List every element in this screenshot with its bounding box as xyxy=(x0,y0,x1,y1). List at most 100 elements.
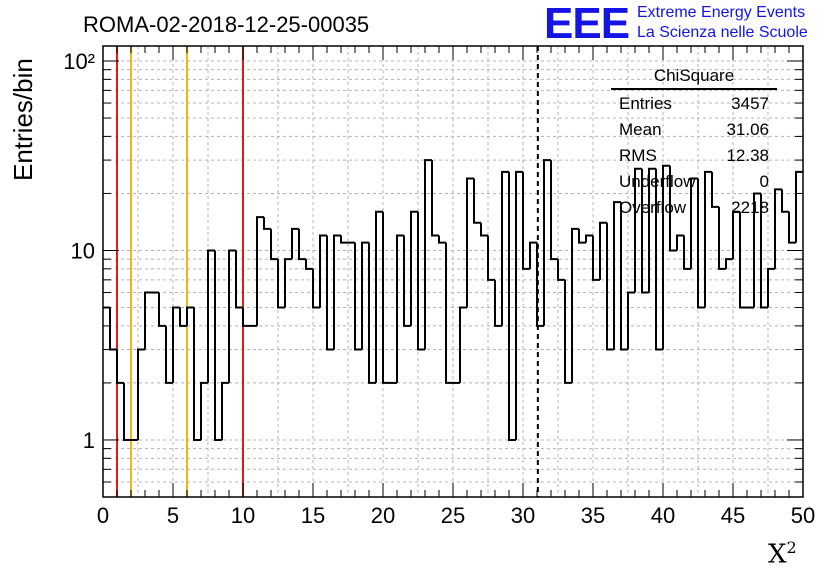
histogram-bin xyxy=(228,249,236,383)
histogram-bin xyxy=(739,211,747,309)
x-tick-label: 25 xyxy=(441,503,465,528)
histogram-bin xyxy=(760,193,768,309)
stats-title: ChiSquare xyxy=(611,66,777,90)
histogram-bin xyxy=(466,177,474,308)
stats-value: 2218 xyxy=(731,198,769,217)
eee-logo: EEE xyxy=(544,0,630,48)
histogram-bin xyxy=(564,279,572,384)
histogram-bin xyxy=(298,228,306,261)
histogram-bin xyxy=(501,170,509,326)
histogram-bin xyxy=(508,171,516,441)
histogram-bin xyxy=(200,381,208,440)
histogram-bin xyxy=(641,168,649,294)
histogram-bin xyxy=(529,241,537,269)
histogram-bin xyxy=(256,216,264,326)
histogram-bin xyxy=(396,234,404,383)
x-tick-label: 35 xyxy=(581,503,605,528)
histogram-bin xyxy=(361,241,369,350)
histogram-bin xyxy=(284,258,292,308)
histogram-bin xyxy=(368,242,376,384)
x-tick-label: 20 xyxy=(371,503,395,528)
histogram-bin xyxy=(690,177,698,269)
y-tick-label: 1 xyxy=(83,428,95,453)
histogram-bin xyxy=(662,164,670,350)
x-tick-label: 30 xyxy=(511,503,535,528)
histogram-bin xyxy=(774,188,782,269)
logo-tagline-1: Extreme Energy Events xyxy=(637,4,806,21)
chart-title: ROMA-02-2018-12-25-00035 xyxy=(83,12,370,37)
histogram-bin xyxy=(312,268,320,309)
histogram-bin xyxy=(634,167,642,293)
x-axis-label: X2 xyxy=(768,538,797,570)
stats-value: 3457 xyxy=(731,94,769,113)
histogram-bin xyxy=(221,381,229,440)
histogram-bin xyxy=(186,306,194,326)
histogram-bin xyxy=(585,234,593,243)
stats-box: ChiSquare Entries 3457 Mean 31.06 RMS 12.38 Un… xyxy=(611,66,777,221)
histogram-bin xyxy=(172,306,180,383)
histogram-bin xyxy=(781,189,789,213)
histogram-bin xyxy=(424,159,432,350)
stats-rows: Entries 3457 Mean 31.06 RMS 12.38 Underflow 0 Ov… xyxy=(611,91,777,221)
histogram-bin xyxy=(550,160,558,261)
x-tick-label: 40 xyxy=(651,503,675,528)
histogram-bin xyxy=(291,227,299,260)
stats-value: 12.38 xyxy=(726,146,769,165)
x-tick-label: 5 xyxy=(167,503,179,528)
histogram-bin xyxy=(179,307,187,327)
stats-label: Mean xyxy=(619,120,662,139)
histogram-bin xyxy=(305,259,313,270)
histogram-bin xyxy=(795,170,803,243)
histogram-bin xyxy=(165,325,173,384)
x-tick-label: 45 xyxy=(721,503,745,528)
stats-value: 31.06 xyxy=(726,120,769,139)
histogram-bin xyxy=(515,170,523,440)
histogram-bin xyxy=(326,235,334,351)
histogram-bin xyxy=(158,292,166,327)
histogram-bin xyxy=(123,382,131,441)
histogram-bin xyxy=(480,222,488,237)
histogram-bin xyxy=(655,168,663,351)
histogram-bin xyxy=(753,192,761,308)
x-tick-label: 15 xyxy=(301,503,325,528)
histogram-bin xyxy=(354,242,362,351)
x-axis-label-base: X xyxy=(768,539,787,570)
stats-row-overflow: Overflow 2218 xyxy=(611,195,777,221)
histogram-bin xyxy=(648,167,656,293)
histogram-bin xyxy=(137,348,145,440)
histogram-bin xyxy=(606,222,614,351)
stats-row-rms: RMS 12.38 xyxy=(611,143,777,169)
histogram-bin xyxy=(725,258,733,269)
stats-label: RMS xyxy=(619,146,657,165)
x-tick-label: 50 xyxy=(791,503,815,528)
histogram-bin xyxy=(669,165,677,252)
histogram-bin xyxy=(340,235,348,244)
histogram-bin xyxy=(235,250,243,309)
histogram-bin xyxy=(697,178,705,309)
stats-value: 0 xyxy=(759,172,769,191)
y-tick-label: 10² xyxy=(63,49,95,74)
histogram-bin xyxy=(270,228,278,261)
histogram-bin xyxy=(438,235,446,244)
histogram-bin xyxy=(116,349,124,384)
histogram-bin xyxy=(487,235,495,281)
histogram-bin xyxy=(557,259,565,281)
histogram-bin xyxy=(473,178,481,224)
histogram-bin xyxy=(375,210,383,383)
histogram-bin xyxy=(207,249,215,383)
histogram-bin xyxy=(277,259,285,309)
histogram-bin xyxy=(522,171,530,270)
logo-tagline-2: La Scienza nelle Scuole xyxy=(637,24,808,41)
stats-label: Entries xyxy=(619,94,672,113)
histogram-bin xyxy=(683,235,691,270)
histogram-bin xyxy=(627,291,635,350)
histogram-bin xyxy=(242,307,250,327)
histogram-bin xyxy=(263,217,271,230)
histogram-bin xyxy=(403,235,411,327)
histogram-bin xyxy=(592,235,600,281)
histogram-bin xyxy=(214,250,222,441)
histogram-bin xyxy=(599,221,607,280)
stats-label: Underflow xyxy=(619,172,696,191)
histogram-bin xyxy=(704,170,712,308)
